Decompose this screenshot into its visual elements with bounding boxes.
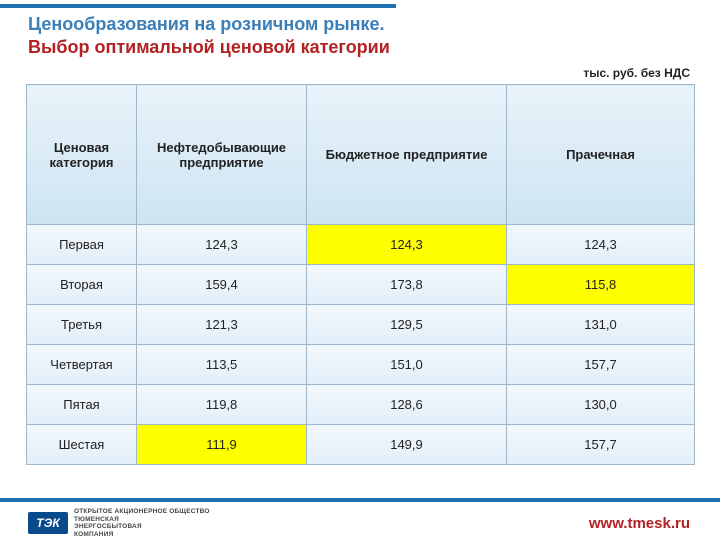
table-row: Шестая111,9149,9157,7 [27, 425, 695, 465]
cell-value: 128,6 [307, 385, 507, 425]
price-table: Ценовая категория Нефтедобывающие предпр… [26, 84, 695, 465]
title-line-2: Выбор оптимальной ценовой категории [28, 37, 692, 58]
logo-text-l4: КОМПАНИЯ [74, 531, 210, 538]
cell-value: 159,4 [137, 265, 307, 305]
table-row: Третья121,3129,5131,0 [27, 305, 695, 345]
footer: ТЭК ОТКРЫТОЕ АКЦИОНЕРНОЕ ОБЩЕСТВО ТЮМЕНС… [0, 502, 720, 544]
col-header-category: Ценовая категория [27, 85, 137, 225]
table-body: Первая124,3124,3124,3Вторая159,4173,8115… [27, 225, 695, 465]
cell-value: 173,8 [307, 265, 507, 305]
table-header-row: Ценовая категория Нефтедобывающие предпр… [27, 85, 695, 225]
company-logo: ТЭК ОТКРЫТОЕ АКЦИОНЕРНОЕ ОБЩЕСТВО ТЮМЕНС… [28, 508, 210, 538]
cell-value: 121,3 [137, 305, 307, 345]
title-block: Ценообразования на розничном рынке. Выбо… [0, 8, 720, 60]
cell-value: 124,3 [307, 225, 507, 265]
logo-text-l2: ТЮМЕНСКАЯ [74, 516, 210, 523]
table-row: Вторая159,4173,8115,8 [27, 265, 695, 305]
logo-text-l1: ОТКРЫТОЕ АКЦИОНЕРНОЕ ОБЩЕСТВО [74, 508, 210, 515]
cell-value: 129,5 [307, 305, 507, 345]
cell-value: 130,0 [507, 385, 695, 425]
row-label: Пятая [27, 385, 137, 425]
row-label: Третья [27, 305, 137, 345]
logo-mark: ТЭК [28, 512, 68, 534]
cell-value: 124,3 [137, 225, 307, 265]
row-label: Вторая [27, 265, 137, 305]
row-label: Четвертая [27, 345, 137, 385]
cell-value: 157,7 [507, 425, 695, 465]
cell-value: 151,0 [307, 345, 507, 385]
cell-value: 149,9 [307, 425, 507, 465]
cell-value: 111,9 [137, 425, 307, 465]
cell-value: 131,0 [507, 305, 695, 345]
col-header-budget: Бюджетное предприятие [307, 85, 507, 225]
footer-url: www.tmesk.ru [589, 515, 690, 532]
row-label: Первая [27, 225, 137, 265]
cell-value: 124,3 [507, 225, 695, 265]
table-row: Пятая119,8128,6130,0 [27, 385, 695, 425]
table-row: Первая124,3124,3124,3 [27, 225, 695, 265]
cell-value: 113,5 [137, 345, 307, 385]
unit-label: тыс. руб. без НДС [583, 66, 690, 80]
title-line-1: Ценообразования на розничном рынке. [28, 14, 692, 35]
logo-text-l3: ЭНЕРГОСБЫТОВАЯ [74, 523, 210, 530]
col-header-laundry: Прачечная [507, 85, 695, 225]
cell-value: 157,7 [507, 345, 695, 385]
col-header-oil: Нефтедобывающие предприятие [137, 85, 307, 225]
price-table-container: Ценовая категория Нефтедобывающие предпр… [26, 84, 694, 465]
row-label: Шестая [27, 425, 137, 465]
table-row: Четвертая113,5151,0157,7 [27, 345, 695, 385]
logo-text: ОТКРЫТОЕ АКЦИОНЕРНОЕ ОБЩЕСТВО ТЮМЕНСКАЯ … [74, 508, 210, 538]
cell-value: 119,8 [137, 385, 307, 425]
cell-value: 115,8 [507, 265, 695, 305]
